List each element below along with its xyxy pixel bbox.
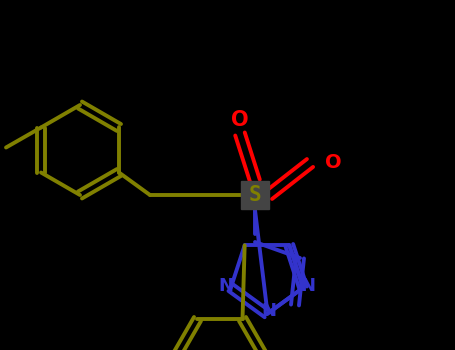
Text: N: N	[301, 277, 316, 295]
Bar	[241, 181, 269, 209]
Text: N: N	[262, 302, 277, 320]
Text: N: N	[218, 277, 233, 295]
Text: O: O	[325, 154, 342, 173]
Text: O: O	[231, 110, 249, 130]
Text: S: S	[249, 185, 261, 205]
